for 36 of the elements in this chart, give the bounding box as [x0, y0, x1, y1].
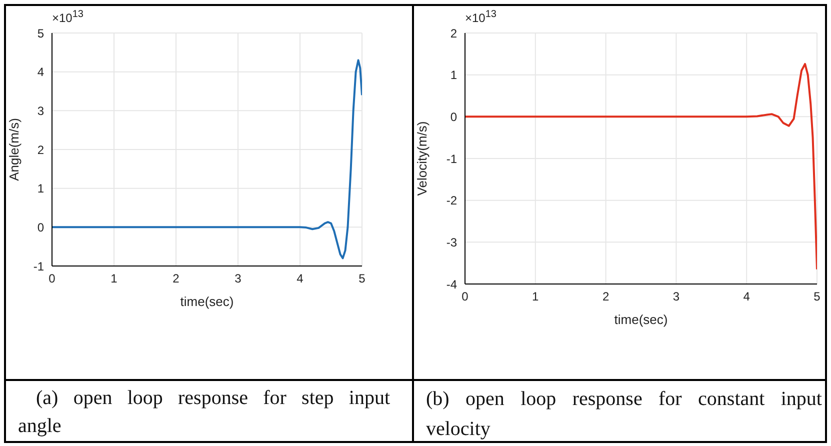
line-series [52, 59, 362, 260]
y-tick-label: 4 [37, 65, 44, 80]
x-tick-label: 2 [602, 290, 610, 304]
y-tick-label: -2 [446, 194, 458, 208]
x-axis-title: time(sec) [614, 312, 668, 327]
text: (b) open loop response for constant input velocity [426, 387, 822, 442]
y-tick-label: 0 [37, 220, 44, 234]
y-tick-label: 0 [450, 110, 458, 124]
y-tick-label: 1 [37, 182, 44, 196]
y-axis-title: Velocity(m/s) [414, 121, 430, 196]
line-series [465, 62, 817, 270]
x-tick-label: 1 [532, 290, 540, 304]
y-tick-label: -1 [33, 259, 44, 274]
y-tick-label: 1 [450, 68, 458, 82]
text: (a) open loop response for step input angle [18, 386, 390, 439]
x-tick-label: 1 [110, 272, 118, 286]
x-axis-title: time(sec) [180, 294, 234, 309]
x-tick-label: 5 [814, 290, 821, 304]
x-tick-label: 4 [743, 290, 750, 304]
y-tick-label: 5 [37, 26, 44, 40]
text: ×10$^{13}$ [52, 9, 84, 25]
x-tick-label: 3 [672, 290, 680, 304]
y-tick-label: -3 [446, 235, 458, 250]
x-tick-label: 3 [234, 272, 242, 286]
y-tick-label: -1 [446, 152, 458, 166]
y-axis-title: Angle(m/s) [6, 118, 22, 181]
x-tick-label: 2 [172, 272, 180, 286]
text: ×10$^{13}$ [465, 9, 496, 25]
x-tick-label: 0 [48, 272, 56, 286]
x-tick-label: 5 [358, 272, 366, 286]
y-tick-label: -4 [446, 277, 458, 292]
x-tick-label: 4 [296, 272, 304, 286]
y-tick-label: 3 [37, 104, 44, 118]
y-tick-label: 2 [37, 142, 44, 157]
y-tick-label: 2 [450, 26, 458, 40]
x-tick-label: 0 [462, 290, 469, 304]
